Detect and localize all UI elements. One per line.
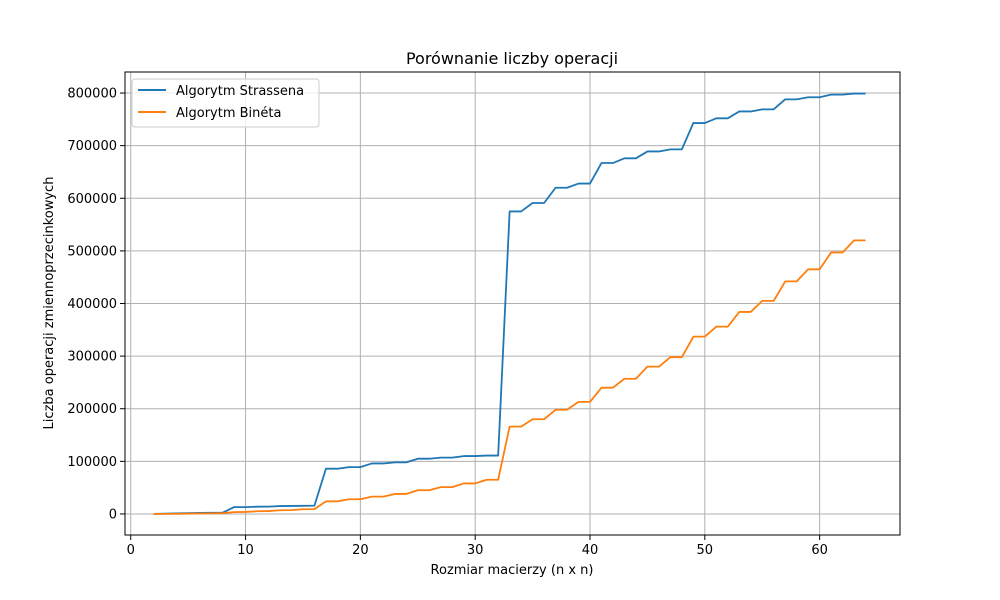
y-tick-label: 300000	[67, 350, 117, 365]
legend: Algorytm Strassena Algorytm Binéta	[131, 78, 320, 128]
legend-box	[131, 78, 320, 128]
x-tick-label: 40	[582, 543, 599, 558]
x-tick-label: 30	[467, 543, 484, 558]
y-tick-label: 600000	[67, 192, 117, 207]
legend-label-strassen: Algorytm Strassena	[176, 84, 304, 99]
y-tick-label: 0	[109, 507, 117, 522]
y-tick-label: 500000	[67, 244, 117, 259]
series-line-strassen	[153, 92, 866, 515]
x-tick-label: 60	[811, 543, 828, 558]
x-tick-label: 50	[697, 543, 714, 558]
series-line-binet	[153, 239, 866, 515]
grid-layer	[125, 72, 900, 535]
x-tick-label: 0	[127, 543, 135, 558]
series-lines	[153, 92, 866, 515]
chart-title: Porównanie liczby operacji	[406, 49, 618, 68]
y-tick-label: 800000	[67, 87, 117, 102]
x-tick-label: 10	[237, 543, 254, 558]
y-axis-title: Liczba operacji zmiennoprzecinkowych	[42, 177, 57, 430]
y-tick-label: 400000	[67, 297, 117, 312]
y-tick-label: 200000	[67, 402, 117, 417]
tick-layer: 0 10 20 30 40 50 60 0 100000 200000 300000 400000 50…	[67, 87, 828, 558]
x-axis-title: Rozmiar macierzy (n x n)	[431, 563, 594, 578]
legend-label-binet: Algorytm Binéta	[176, 106, 281, 121]
x-tick-label: 20	[352, 543, 369, 558]
y-tick-label: 700000	[67, 139, 117, 154]
y-tick-label: 100000	[67, 455, 117, 470]
